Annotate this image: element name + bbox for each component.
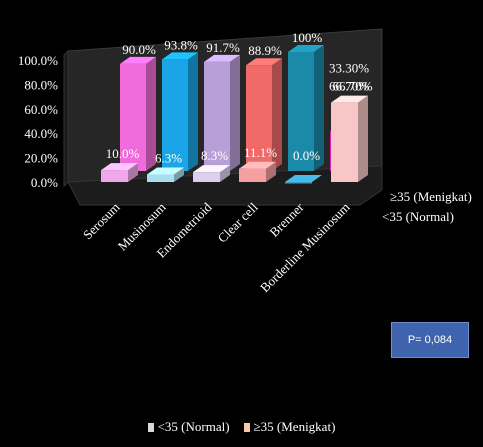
bar-front — [193, 172, 220, 182]
bar-top — [193, 165, 230, 173]
bar-top — [101, 163, 138, 171]
bar-menigkat — [288, 45, 324, 171]
bar-front — [101, 170, 128, 182]
bar-front — [246, 65, 272, 171]
bar-front — [239, 168, 266, 182]
y-tick-label: 0.0% — [31, 175, 58, 190]
legend-label-menigkat: ≥35 (Menigkat) — [253, 419, 336, 434]
p-value-annotation: P= 0,084 — [391, 322, 469, 358]
depth-axis: ≥35 (Menigkat) <35 (Normal) — [382, 189, 472, 224]
bar-front — [331, 102, 358, 182]
bar-front — [162, 59, 188, 171]
bar-normal — [239, 161, 276, 182]
y-tick-label: 80.0% — [24, 77, 58, 92]
legend-item-menigkat: ≥35 (Menigkat) — [243, 419, 336, 435]
bar-top — [204, 54, 240, 62]
y-tick-label: 20.0% — [24, 151, 58, 166]
side-wall — [63, 49, 69, 188]
bar-front — [288, 52, 314, 171]
y-tick-label: 100.0% — [18, 53, 58, 68]
legend-label-normal: <35 (Normal) — [157, 419, 230, 434]
bar-side — [188, 52, 198, 171]
bar-normal — [101, 163, 138, 182]
data-label-menigkat: 100% — [292, 30, 323, 45]
bar-menigkat — [204, 54, 240, 171]
bar-top — [162, 52, 198, 60]
data-label-menigkat: 90.0% — [122, 42, 156, 57]
data-label-normal: 6.3% — [155, 151, 182, 166]
legend-swatch-menigkat — [243, 422, 250, 432]
y-axis: 0.0% 20.0% 40.0% 60.0% 80.0% 100.0% — [18, 53, 58, 190]
data-label-menigkat: 91.7% — [206, 40, 240, 55]
bar-normal — [147, 167, 184, 182]
category-label: Clear cell — [215, 199, 261, 245]
bar-side — [128, 163, 138, 182]
data-label-menigkat: 93.8% — [164, 37, 198, 52]
bar-front — [285, 182, 312, 184]
bar-top — [120, 56, 156, 64]
bar-side — [266, 161, 276, 182]
data-label-menigkat-borderline: 33.30% — [329, 61, 369, 76]
depth-label-normal: <35 (Normal) — [382, 209, 454, 224]
bar-side — [146, 56, 156, 171]
data-label-normal: 10.0% — [106, 146, 140, 161]
depth-label-menigkat: ≥35 (Menigkat) — [390, 189, 472, 204]
legend-item-normal: <35 (Normal) — [147, 419, 230, 435]
y-tick-label: 40.0% — [24, 126, 58, 141]
bar-side — [220, 165, 230, 182]
bar-front — [204, 61, 230, 171]
series-normal-bars: 10.0% 6.3% 8.3% 11.1% 0.0%66.70%33.30%66.70% — [101, 61, 373, 184]
bar-normal — [331, 95, 368, 182]
bar-top — [239, 161, 276, 169]
bar-normal — [193, 165, 230, 182]
bar-side — [174, 167, 184, 182]
bar-front — [147, 174, 174, 182]
legend: <35 (Normal) ≥35 (Menigkat) — [0, 417, 483, 437]
data-label-menigkat: 88.9% — [248, 43, 282, 58]
series-menigkat-bars: 90.0% 93.8% 91.7% 88.9% 100% — [120, 30, 366, 171]
data-label-normal: 66.70% — [332, 79, 372, 94]
bar-side — [358, 95, 368, 182]
bar-top — [331, 95, 368, 103]
y-tick-label: 60.0% — [24, 102, 58, 117]
bar-top — [246, 58, 282, 66]
data-label-normal: 11.1% — [244, 145, 277, 160]
bar-side — [314, 45, 324, 171]
bar-menigkat — [162, 52, 198, 171]
bar-menigkat — [246, 58, 282, 171]
bar-menigkat — [120, 56, 156, 171]
data-label-normal: 8.3% — [201, 148, 228, 163]
bar-top — [147, 167, 184, 175]
bar-side — [230, 54, 240, 171]
legend-swatch-normal — [147, 422, 154, 432]
bar-normal — [285, 175, 322, 184]
bar-top — [285, 175, 322, 182]
bar-side — [272, 58, 282, 171]
category-label: Serosum — [80, 200, 123, 243]
data-label-normal-borderline: 66.70% — [329, 79, 369, 94]
data-label-normal: 0.0% — [293, 148, 320, 163]
bar-front — [120, 63, 146, 171]
category-label: Borderline Musinosum — [257, 200, 353, 296]
bar-top — [288, 45, 324, 52]
